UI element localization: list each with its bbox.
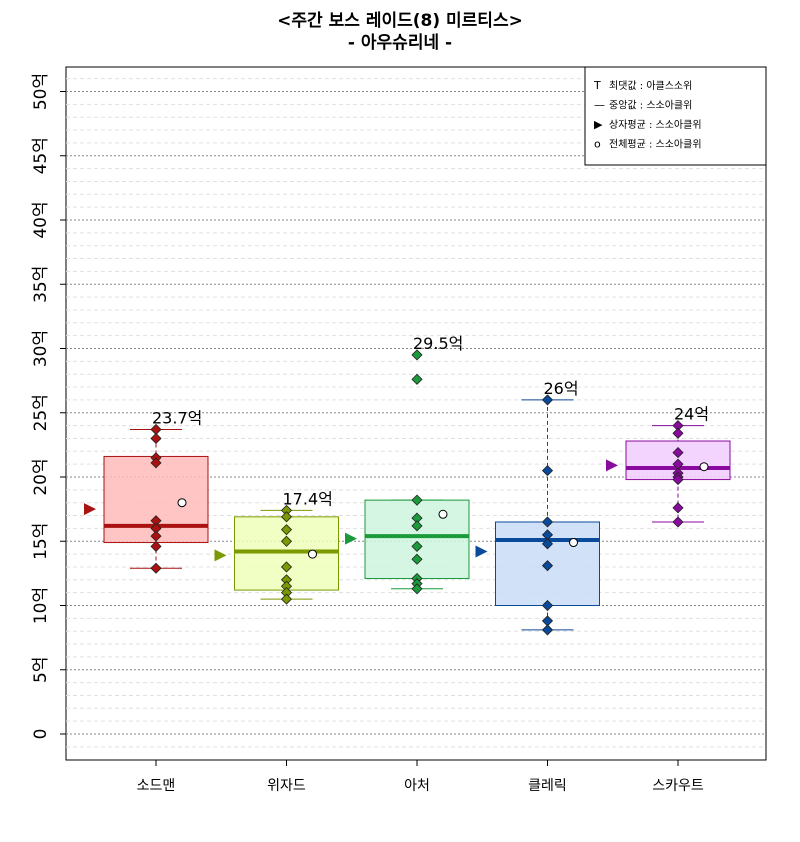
data-point	[150, 562, 162, 574]
max-value-label: 29.5억	[413, 334, 463, 353]
legend-box	[584, 66, 767, 166]
x-tick-label: 아처	[404, 778, 430, 794]
legend-symbol: o	[594, 138, 601, 151]
data-point	[541, 465, 554, 477]
chart-title-block: <주간 보스 레이드(8) 미르티스> - 아우슈리네 -	[0, 10, 800, 54]
plot-frame	[65, 66, 767, 761]
x-axis: 소드맨 위자드 아처 클레릭 스카우트	[137, 760, 704, 794]
data-point	[541, 560, 554, 572]
data-point	[672, 502, 684, 514]
box-mean-marker	[475, 545, 488, 558]
box-mean-marker	[606, 459, 618, 472]
y-tick-label: 15억	[31, 523, 51, 560]
y-tick-label: 5억	[31, 657, 51, 683]
y-tick-label: 35억	[31, 266, 51, 303]
legend-symbol: T	[593, 79, 601, 92]
legend-label: 전체평균 : 스소아클위	[609, 138, 702, 151]
data-point	[411, 373, 423, 385]
y-tick-label: 0	[31, 729, 51, 740]
data-point	[280, 561, 293, 573]
series-group: 26억	[475, 379, 600, 636]
max-value-label: 23.7억	[152, 408, 202, 427]
overall-mean-marker	[177, 498, 187, 508]
series-group: 24억	[606, 405, 731, 528]
y-axis: 0 5억 10억 15억 20억 25억 30억 35억 40억 45억 50억	[31, 73, 66, 740]
data-point	[411, 540, 423, 552]
data-point	[150, 540, 162, 552]
data-point	[280, 593, 293, 605]
data-point	[541, 599, 554, 612]
series-group: 17.4억	[214, 489, 339, 605]
data-point	[411, 583, 423, 595]
legend-label: 중앙값 : 스소아클위	[609, 99, 692, 112]
y-tick-label: 25억	[31, 394, 51, 431]
box-mean-marker	[345, 532, 357, 545]
data-point	[280, 535, 293, 547]
data-point	[280, 511, 293, 523]
data-point	[541, 394, 554, 406]
data-point	[672, 474, 684, 486]
max-value-label: 26억	[544, 379, 579, 398]
x-tick-label: 소드맨	[137, 778, 176, 794]
y-tick-label: 45억	[31, 137, 51, 174]
overall-mean-marker	[438, 509, 448, 519]
data-point	[150, 457, 162, 469]
data-point	[541, 624, 554, 636]
box	[364, 499, 470, 580]
chart-subtitle: - 아우슈리네 -	[347, 33, 453, 53]
chart-title: <주간 보스 레이드(8) 미르티스>	[277, 11, 523, 31]
overall-mean-marker	[699, 462, 709, 472]
y-tick-label: 10억	[31, 587, 51, 624]
max-value-label: 17.4억	[283, 489, 333, 508]
series-group: 29.5억	[345, 334, 470, 595]
x-tick-label: 위자드	[267, 778, 306, 794]
data-point	[672, 516, 684, 528]
data-point	[411, 553, 423, 565]
box-mean-marker	[214, 549, 227, 562]
data-point	[672, 427, 684, 439]
series-group: 23.7억	[84, 408, 209, 574]
legend: T 최댓값 : 아클스소위 — 중앙값 : 스소아클위 ▶ 상자평균 : 스소아클위 o 전체…	[584, 66, 767, 166]
legend-symbol: —	[594, 99, 605, 112]
data-point	[672, 447, 684, 459]
legend-symbol: ▶	[594, 118, 603, 131]
overall-mean-marker	[308, 549, 317, 559]
data-point	[411, 349, 423, 361]
y-tick-label: 20억	[31, 458, 51, 495]
data-point	[280, 524, 293, 536]
box-mean-marker	[84, 503, 96, 516]
max-value-label: 24억	[674, 405, 709, 424]
legend-label: 상자평균 : 스소아클위	[609, 118, 702, 131]
x-tick-label: 스카우트	[652, 778, 704, 794]
data-point	[541, 538, 554, 550]
legend-label: 최댓값 : 아클스소위	[609, 79, 692, 92]
y-tick-label: 40억	[31, 201, 51, 238]
data-point	[411, 520, 423, 532]
x-tick-label: 클레릭	[528, 778, 567, 794]
data-point	[541, 516, 554, 528]
overall-mean-marker	[569, 538, 578, 548]
data-point	[411, 494, 423, 506]
y-tick-label: 30억	[31, 330, 51, 367]
y-tick-label: 50억	[31, 73, 51, 110]
data-point	[150, 432, 162, 445]
